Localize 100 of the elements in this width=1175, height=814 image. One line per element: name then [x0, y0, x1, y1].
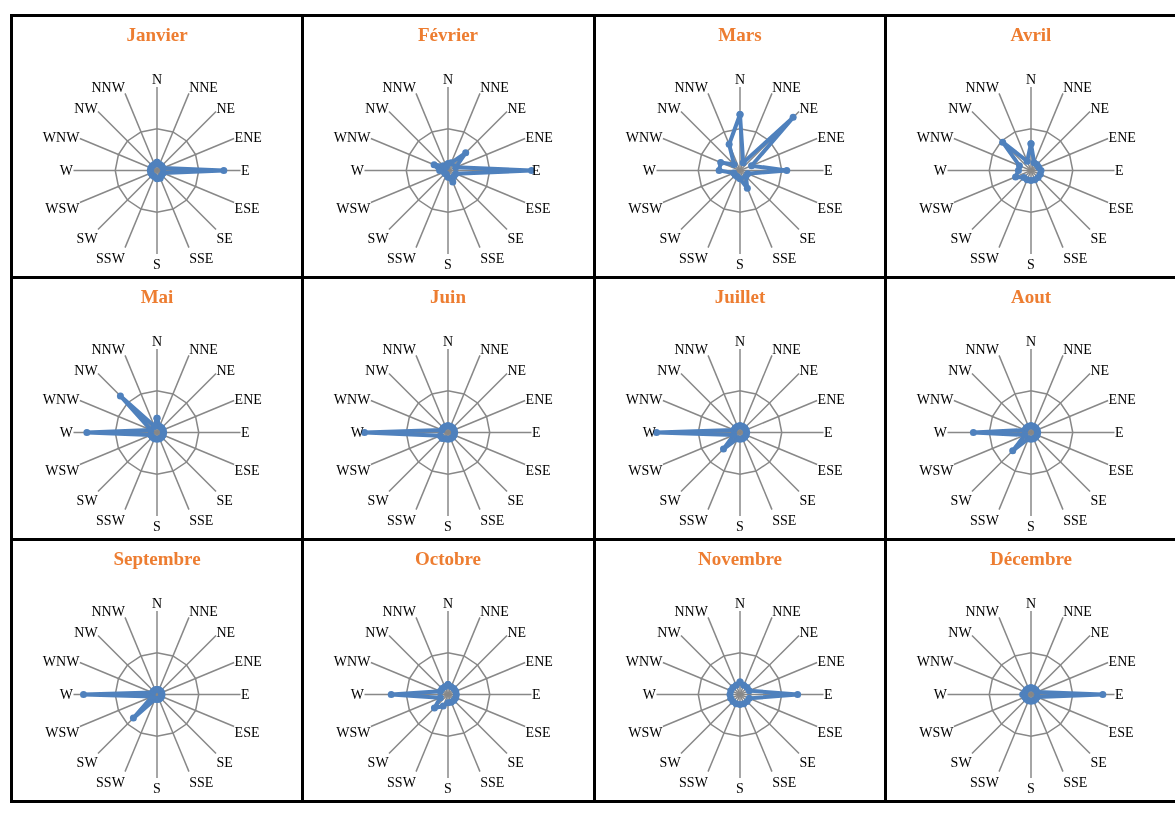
spoke-label: NE — [1090, 362, 1109, 378]
spoke-label: SE — [1090, 493, 1107, 509]
spoke-label: S — [1026, 780, 1035, 796]
chart-title: Aout — [1010, 285, 1052, 307]
spoke-label: NW — [948, 624, 973, 640]
spoke-label: S — [735, 780, 744, 796]
spoke-label: WNW — [334, 391, 372, 407]
spoke-label: SSW — [969, 774, 1000, 790]
spoke-label: W — [59, 687, 74, 703]
spoke-label: NNE — [189, 80, 218, 96]
spoke-label: NW — [365, 362, 390, 378]
spoke-label: E — [1114, 425, 1124, 441]
spoke-label: NE — [1090, 100, 1109, 116]
spoke-label: W — [933, 425, 948, 441]
spoke-label: W — [642, 687, 657, 703]
spoke-label: NE — [798, 100, 818, 116]
spoke-label: NNE — [1062, 604, 1092, 620]
spoke-label: ESE — [817, 462, 842, 478]
chart-title: Octobre — [415, 547, 482, 569]
spoke-label: N — [1025, 333, 1036, 349]
spoke-label: NNE — [189, 342, 218, 358]
spoke-label: SSE — [480, 774, 505, 790]
chart-title: Avril — [1010, 23, 1052, 45]
spoke-label: ESE — [234, 724, 260, 740]
spoke-label: ENE — [234, 129, 262, 145]
spoke-label: ENE — [234, 653, 262, 669]
spoke-label: E — [823, 163, 833, 179]
spoke-label: SE — [216, 755, 233, 771]
spoke-label: SSE — [189, 512, 214, 528]
spoke-label: NNW — [382, 80, 417, 96]
spoke-label: NNW — [91, 342, 126, 358]
spoke-label: SE — [216, 231, 233, 247]
spoke-label: N — [443, 71, 454, 87]
spoke-label: NW — [365, 100, 390, 116]
spoke-label: E — [241, 425, 250, 441]
spoke-label: WNW — [625, 391, 663, 407]
spoke-label: ESE — [525, 724, 551, 740]
spoke-label: E — [1114, 687, 1124, 703]
spoke-label: NNW — [673, 342, 709, 358]
chart-title: Décembre — [989, 547, 1072, 569]
chart-title: Novembre — [697, 547, 782, 569]
spoke-label: N — [443, 595, 454, 611]
spoke-label: NW — [656, 624, 681, 640]
spoke-label: E — [532, 425, 541, 441]
spoke-label: SSW — [387, 774, 417, 790]
spoke-label: NE — [216, 100, 236, 116]
spoke-label: N — [1025, 71, 1036, 87]
spoke-label: WSW — [627, 200, 663, 216]
spoke-label: N — [151, 71, 163, 87]
spoke-label: SE — [507, 755, 524, 771]
spoke-label: SW — [76, 493, 99, 509]
spoke-label: NNW — [965, 604, 1000, 620]
spoke-label: S — [153, 518, 161, 534]
spoke-label: SW — [76, 231, 99, 247]
spoke-label: ENE — [525, 653, 554, 669]
spoke-label: SSW — [678, 250, 709, 266]
spoke-label: N — [151, 595, 163, 611]
spoke-label: W — [351, 163, 366, 179]
spoke-label: NNE — [771, 342, 801, 358]
spoke-label: W — [642, 425, 657, 441]
spoke-label: ENE — [1108, 129, 1136, 145]
spoke-label: ESE — [1108, 200, 1134, 216]
spoke-label: W — [933, 163, 948, 179]
spoke-label: WSW — [336, 462, 372, 478]
spoke-label: WNW — [42, 391, 81, 407]
chart-title: Février — [418, 23, 479, 45]
spoke-label: N — [1025, 595, 1036, 611]
spoke-label: NNW — [965, 80, 1000, 96]
spoke-label: SW — [950, 755, 973, 771]
spoke-label: SW — [367, 755, 390, 771]
spoke-label: ESE — [234, 200, 260, 216]
spoke-label: SSW — [96, 250, 126, 266]
spoke-label: NW — [656, 100, 681, 116]
chart-title: Septembre — [113, 547, 201, 569]
spoke-label: NW — [365, 624, 390, 640]
spoke-label: ENE — [1108, 653, 1136, 669]
spoke-label: WSW — [45, 462, 81, 478]
spoke-label: S — [444, 780, 453, 796]
spoke-label: SSW — [387, 512, 417, 528]
spoke-label: SE — [216, 493, 233, 509]
spoke-label: ESE — [1108, 462, 1134, 478]
spoke-label: ENE — [525, 391, 554, 407]
spoke-label: SSE — [1062, 774, 1088, 790]
chart-title: Mars — [717, 23, 762, 45]
spoke-label: WNW — [625, 653, 663, 669]
spoke-label: NNE — [1062, 342, 1092, 358]
spoke-label: NNE — [480, 342, 510, 358]
spoke-label: W — [59, 163, 74, 179]
spoke-label: SSE — [480, 512, 505, 528]
spoke-label: WSW — [627, 462, 663, 478]
spoke-label: NW — [656, 362, 681, 378]
spoke-label: NE — [507, 624, 527, 640]
spoke-label: SW — [950, 493, 973, 509]
spoke-label: ENE — [234, 391, 262, 407]
spoke-label: NE — [216, 624, 236, 640]
spoke-label: WNW — [334, 129, 372, 145]
spoke-label: SSE — [189, 774, 214, 790]
spoke-label: SE — [798, 493, 816, 509]
spoke-label: NE — [216, 362, 236, 378]
spoke-label: WNW — [916, 653, 954, 669]
